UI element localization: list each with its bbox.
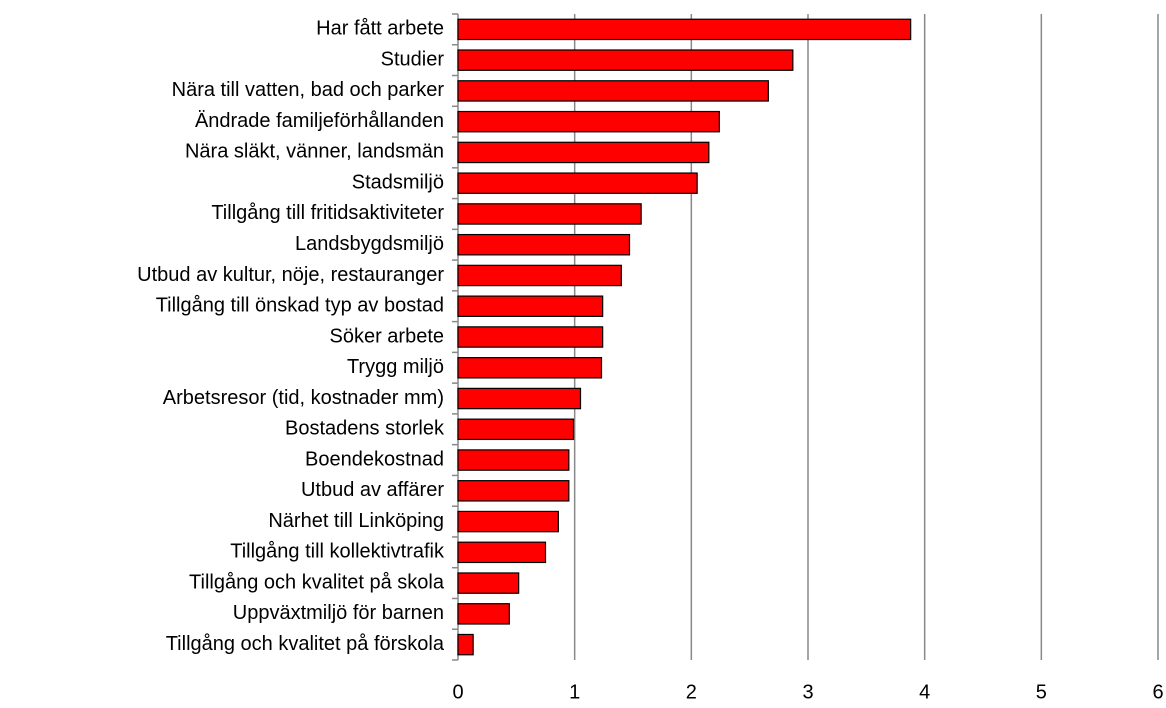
bar — [457, 203, 642, 225]
x-tick-label: 2 — [686, 681, 697, 703]
y-tick-label: Tillgång till önskad typ av bostad — [156, 295, 444, 317]
y-tick-label: Utbud av kultur, nöje, restauranger — [137, 264, 444, 286]
y-tick-label: Tillgång och kvalitet på skola — [189, 571, 445, 593]
bar — [457, 418, 575, 441]
bar — [457, 480, 570, 502]
bar — [457, 357, 603, 379]
bar — [457, 326, 604, 348]
bar — [457, 510, 559, 533]
y-tick-label: Tillgång till kollektivtrafik — [230, 541, 445, 563]
bar — [457, 633, 474, 656]
y-tick-label: Stadsmiljö — [352, 171, 444, 193]
x-tick-label: 5 — [1036, 681, 1047, 703]
bar — [457, 49, 794, 71]
x-tick-label: 0 — [452, 681, 463, 703]
bar — [457, 110, 720, 133]
x-tick-label: 3 — [802, 681, 813, 703]
bar — [457, 141, 710, 164]
bar — [457, 387, 582, 410]
y-tick-label: Nära till vatten, bad och parker — [172, 79, 445, 101]
y-tick-label: Bostadens storlek — [285, 418, 445, 440]
x-tick-label: 6 — [1152, 681, 1163, 703]
y-tick-label: Nära släkt, vänner, landsmän — [185, 141, 444, 163]
bar — [457, 18, 912, 41]
y-tick-label: Har fått arbete — [316, 18, 444, 40]
y-tick-label: Arbetsresor (tid, kostnader mm) — [163, 387, 444, 409]
y-tick-label: Utbud av affärer — [301, 479, 444, 501]
bar — [457, 172, 698, 194]
y-tick-label: Tillgång och kvalitet på förskola — [166, 633, 445, 655]
y-tick-label: Tillgång till fritidsaktiviteter — [211, 202, 444, 224]
bar — [457, 295, 604, 317]
y-tick-label: Boendekostnad — [305, 448, 444, 470]
bar — [457, 449, 570, 471]
bar — [457, 572, 520, 594]
bar — [457, 603, 510, 625]
x-tick-label: 4 — [919, 681, 930, 703]
y-tick-label: Studier — [381, 48, 445, 70]
y-tick-label: Uppväxtmiljö för barnen — [233, 602, 444, 624]
y-tick-label: Söker arbete — [329, 325, 444, 347]
y-tick-label: Trygg miljö — [347, 356, 444, 378]
bar — [457, 233, 631, 256]
y-tick-label: Ändrade familjeförhållanden — [195, 110, 444, 132]
bar — [457, 541, 547, 564]
bar — [457, 264, 622, 287]
x-tick-label: 1 — [569, 681, 580, 703]
y-tick-label: Landsbygdsmiljö — [295, 233, 444, 255]
y-tick-label: Närhet till Linköping — [268, 510, 444, 532]
bar — [457, 80, 769, 102]
